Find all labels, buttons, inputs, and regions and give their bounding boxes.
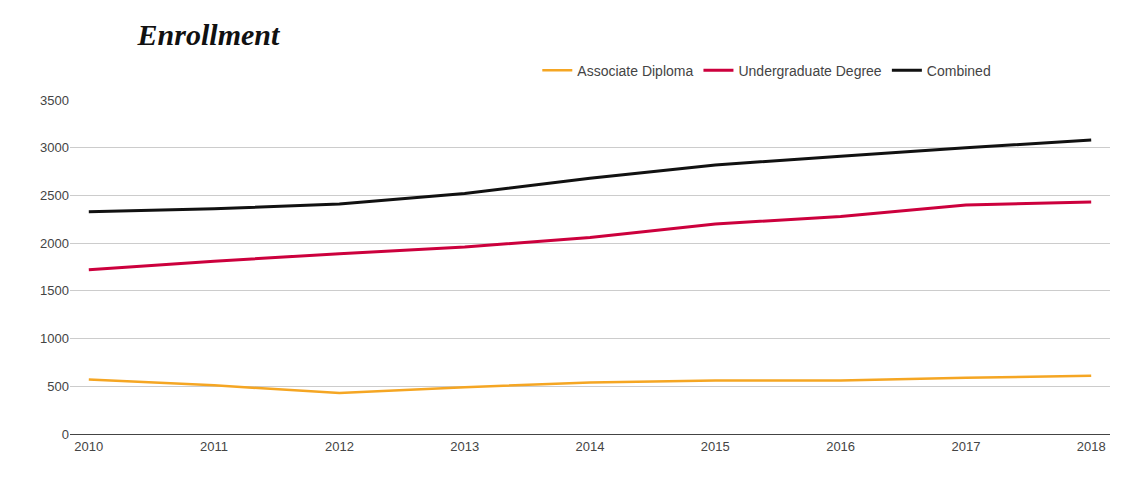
- svg-text:1000: 1000: [40, 331, 69, 346]
- svg-text:500: 500: [47, 379, 69, 394]
- svg-text:2015: 2015: [701, 439, 730, 454]
- svg-text:2010: 2010: [74, 439, 103, 454]
- svg-text:Enrollment: Enrollment: [137, 18, 281, 51]
- svg-text:Undergraduate Degree: Undergraduate Degree: [738, 63, 881, 79]
- svg-text:2017: 2017: [951, 439, 980, 454]
- svg-text:Combined: Combined: [927, 63, 991, 79]
- svg-text:3500: 3500: [40, 93, 69, 108]
- svg-text:2013: 2013: [450, 439, 479, 454]
- svg-text:2011: 2011: [200, 439, 228, 454]
- svg-text:0: 0: [62, 427, 69, 442]
- svg-text:2014: 2014: [576, 439, 605, 454]
- svg-text:2016: 2016: [826, 439, 855, 454]
- svg-text:3000: 3000: [40, 140, 69, 155]
- svg-text:2012: 2012: [325, 439, 354, 454]
- svg-text:Associate Diploma: Associate Diploma: [577, 63, 693, 79]
- svg-text:1500: 1500: [40, 283, 69, 298]
- svg-text:2000: 2000: [40, 236, 69, 251]
- svg-text:2018: 2018: [1077, 439, 1106, 454]
- svg-text:2500: 2500: [40, 188, 69, 203]
